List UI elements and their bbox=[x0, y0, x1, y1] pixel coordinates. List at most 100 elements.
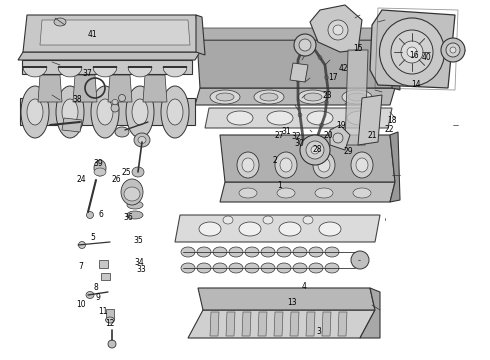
Text: 1: 1 bbox=[277, 181, 282, 190]
Ellipse shape bbox=[127, 201, 143, 209]
Text: 4: 4 bbox=[301, 282, 306, 291]
Ellipse shape bbox=[260, 93, 278, 101]
Ellipse shape bbox=[311, 146, 319, 154]
Ellipse shape bbox=[325, 247, 339, 257]
Polygon shape bbox=[220, 135, 395, 182]
Ellipse shape bbox=[353, 188, 371, 198]
Polygon shape bbox=[306, 312, 315, 336]
Ellipse shape bbox=[261, 263, 275, 273]
Ellipse shape bbox=[239, 188, 257, 198]
Polygon shape bbox=[258, 312, 267, 336]
Ellipse shape bbox=[319, 123, 323, 127]
Ellipse shape bbox=[303, 216, 313, 224]
Text: 29: 29 bbox=[343, 147, 353, 156]
Text: 8: 8 bbox=[93, 284, 98, 292]
Polygon shape bbox=[23, 15, 200, 52]
Ellipse shape bbox=[309, 247, 323, 257]
Polygon shape bbox=[40, 20, 190, 45]
Ellipse shape bbox=[324, 100, 328, 104]
Polygon shape bbox=[370, 10, 455, 88]
Text: 3: 3 bbox=[316, 327, 321, 336]
Ellipse shape bbox=[108, 340, 116, 348]
Ellipse shape bbox=[27, 99, 43, 125]
Ellipse shape bbox=[279, 222, 301, 236]
Text: 18: 18 bbox=[387, 116, 397, 125]
Bar bbox=[106, 309, 114, 319]
Text: 16: 16 bbox=[409, 51, 419, 60]
Ellipse shape bbox=[298, 90, 328, 104]
Polygon shape bbox=[210, 312, 219, 336]
Ellipse shape bbox=[347, 111, 373, 125]
Bar bbox=[100, 273, 109, 279]
Ellipse shape bbox=[124, 187, 140, 201]
Ellipse shape bbox=[181, 247, 195, 257]
Ellipse shape bbox=[97, 99, 113, 125]
Ellipse shape bbox=[351, 251, 369, 269]
Ellipse shape bbox=[181, 263, 195, 273]
Polygon shape bbox=[197, 28, 392, 40]
Text: 17: 17 bbox=[328, 73, 338, 82]
Ellipse shape bbox=[379, 18, 444, 86]
Ellipse shape bbox=[325, 263, 339, 273]
Ellipse shape bbox=[138, 136, 146, 144]
Text: 6: 6 bbox=[98, 210, 103, 219]
Ellipse shape bbox=[229, 263, 243, 273]
Ellipse shape bbox=[293, 263, 307, 273]
Text: 14: 14 bbox=[412, 80, 421, 89]
Ellipse shape bbox=[21, 86, 49, 138]
Ellipse shape bbox=[356, 158, 368, 172]
Text: 31: 31 bbox=[282, 127, 292, 136]
Polygon shape bbox=[220, 182, 395, 202]
Text: 35: 35 bbox=[133, 236, 143, 245]
Ellipse shape bbox=[351, 152, 373, 178]
Ellipse shape bbox=[277, 247, 291, 257]
Text: 42: 42 bbox=[338, 64, 348, 73]
Polygon shape bbox=[93, 67, 117, 77]
Ellipse shape bbox=[299, 49, 303, 53]
Polygon shape bbox=[310, 5, 362, 52]
Text: 32: 32 bbox=[292, 132, 301, 141]
Ellipse shape bbox=[263, 216, 273, 224]
Text: 21: 21 bbox=[368, 130, 377, 139]
Ellipse shape bbox=[391, 30, 433, 74]
Ellipse shape bbox=[223, 216, 233, 224]
Ellipse shape bbox=[126, 86, 154, 138]
Text: 26: 26 bbox=[112, 175, 122, 184]
Ellipse shape bbox=[210, 90, 240, 104]
Text: 19: 19 bbox=[336, 122, 345, 130]
Text: 27: 27 bbox=[274, 130, 284, 139]
Polygon shape bbox=[345, 50, 368, 145]
Ellipse shape bbox=[261, 247, 275, 257]
Text: 28: 28 bbox=[312, 145, 322, 154]
Text: 10: 10 bbox=[76, 300, 86, 309]
Polygon shape bbox=[274, 312, 283, 336]
Ellipse shape bbox=[277, 263, 291, 273]
Ellipse shape bbox=[319, 222, 341, 236]
Ellipse shape bbox=[318, 55, 322, 59]
Ellipse shape bbox=[308, 44, 312, 48]
Ellipse shape bbox=[227, 111, 253, 125]
Text: 37: 37 bbox=[82, 69, 92, 78]
Ellipse shape bbox=[305, 148, 310, 152]
Ellipse shape bbox=[254, 90, 284, 104]
Ellipse shape bbox=[324, 76, 328, 80]
Ellipse shape bbox=[245, 263, 259, 273]
Polygon shape bbox=[108, 75, 132, 102]
Polygon shape bbox=[198, 288, 375, 310]
Ellipse shape bbox=[267, 111, 293, 125]
Ellipse shape bbox=[315, 188, 333, 198]
Text: 41: 41 bbox=[87, 30, 97, 39]
Ellipse shape bbox=[197, 263, 211, 273]
Text: 20: 20 bbox=[323, 130, 333, 139]
Ellipse shape bbox=[199, 222, 221, 236]
Polygon shape bbox=[195, 88, 395, 105]
Ellipse shape bbox=[299, 39, 311, 51]
Ellipse shape bbox=[121, 179, 143, 205]
Ellipse shape bbox=[307, 111, 333, 125]
Ellipse shape bbox=[161, 86, 189, 138]
Ellipse shape bbox=[197, 247, 211, 257]
Ellipse shape bbox=[94, 168, 106, 176]
Ellipse shape bbox=[301, 140, 305, 144]
Text: 30: 30 bbox=[294, 139, 304, 148]
Text: 7: 7 bbox=[78, 262, 83, 271]
